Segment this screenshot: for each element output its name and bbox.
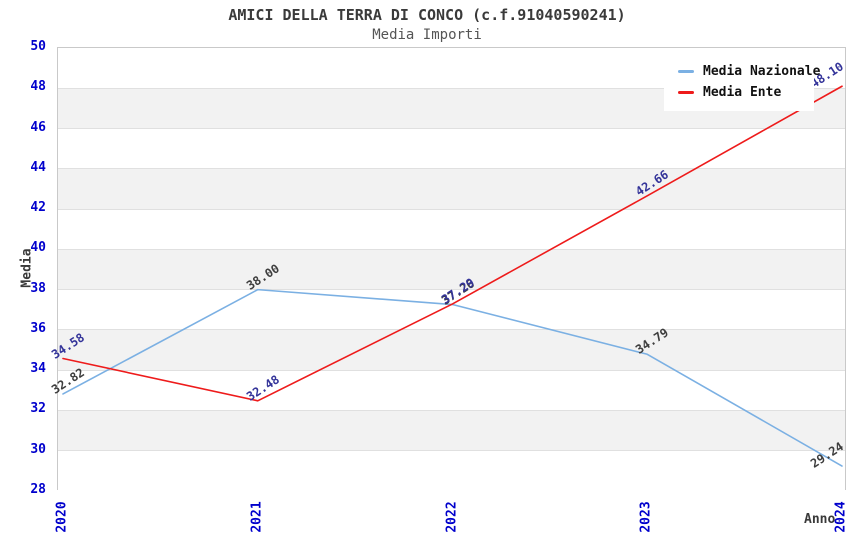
x-tick-label: 2024 — [833, 501, 849, 533]
y-tick-label: 40 — [30, 240, 46, 256]
gridline — [58, 450, 845, 452]
grid-band — [58, 209, 845, 250]
y-tick-label: 34 — [30, 361, 46, 377]
gridline — [58, 128, 845, 130]
legend-item-ente: Media Ente — [670, 82, 808, 103]
legend-item-nazionale: Media Nazionale — [670, 61, 820, 82]
y-tick-label: 28 — [30, 482, 46, 497]
x-tick-label: 2020 — [54, 501, 70, 533]
legend-label-nazionale: Media Nazionale — [703, 64, 821, 79]
grid-band — [58, 289, 845, 330]
series-line-media-nazionale — [62, 288, 843, 467]
gridline — [58, 409, 845, 411]
grid-band — [58, 410, 845, 451]
y-tick-label: 42 — [30, 200, 46, 216]
legend-swatch-ente-icon — [678, 91, 694, 94]
grid-band — [58, 128, 845, 169]
y-tick-label: 38 — [30, 280, 46, 296]
y-tick-label: 44 — [30, 159, 46, 175]
grid-band — [58, 249, 845, 290]
y-tick-label: 48 — [30, 79, 46, 95]
x-tick-label: 2022 — [444, 501, 459, 533]
x-tick-label: 2023 — [638, 501, 654, 533]
y-tick-label: 36 — [30, 320, 46, 336]
gridline — [58, 87, 845, 89]
gridline — [58, 329, 845, 331]
gridline — [58, 208, 845, 210]
gridline — [58, 248, 845, 250]
gridline — [58, 369, 845, 371]
legend: Media Nazionale Media Ente — [664, 53, 820, 111]
series-lines — [62, 85, 843, 467]
grid-band — [58, 168, 845, 210]
y-tick-label: 32 — [30, 401, 46, 417]
plot-area — [57, 47, 846, 491]
y-tick-label: 30 — [30, 441, 46, 457]
y-tick-label: 50 — [30, 39, 46, 54]
gridline — [58, 168, 845, 170]
chart-subtitle: Media Importi — [372, 27, 482, 43]
series-line-media-ente — [62, 85, 843, 402]
y-tick-label: 46 — [30, 119, 46, 135]
legend-swatch-nazionale-icon — [678, 70, 694, 73]
grid-band — [58, 329, 845, 371]
gridline — [58, 289, 845, 291]
grid-band — [58, 370, 845, 411]
grid-band — [58, 450, 845, 491]
chart-title: AMICI DELLA TERRA DI CONCO (c.f.91040590… — [228, 6, 626, 24]
x-tick-label: 2021 — [249, 501, 265, 533]
x-axis-title: Anno — [804, 512, 836, 527]
legend-label-ente: Media Ente — [703, 85, 782, 100]
